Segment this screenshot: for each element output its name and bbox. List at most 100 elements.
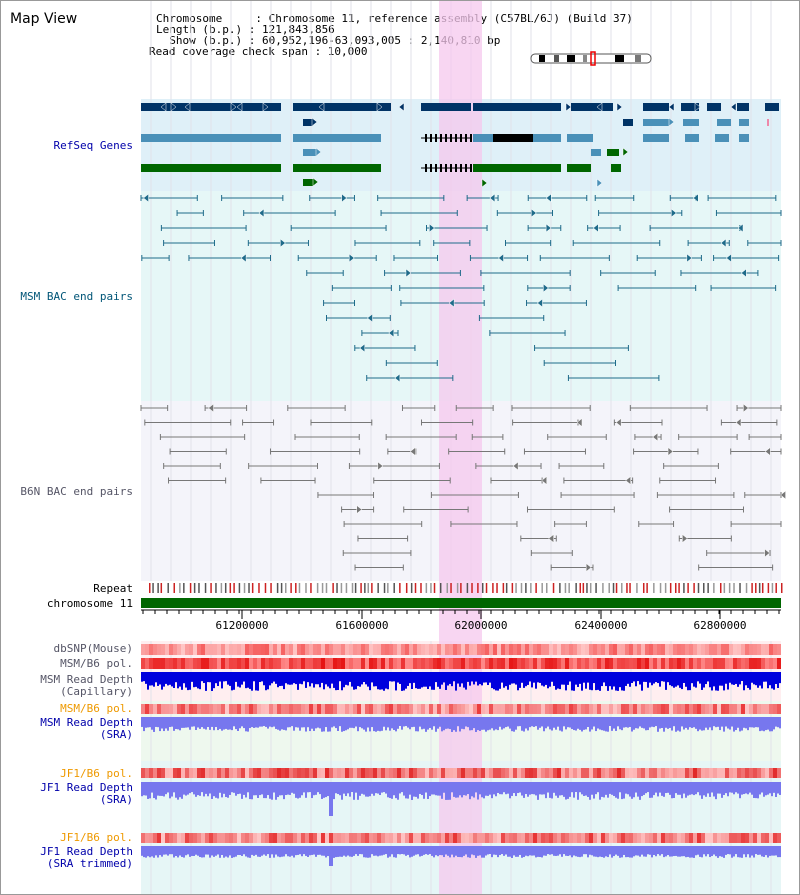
jf1-trimmed-depth-bar (599, 846, 601, 857)
jf1-b6-pol-cell (745, 768, 749, 778)
jf1-trimmed-depth-bar (175, 846, 177, 857)
track-label-msm-bac: MSM BAC end pairs (20, 290, 133, 303)
dbsnp-cell (757, 644, 761, 655)
repeat-mark (775, 583, 777, 593)
jf1-sra-depth-bar (457, 782, 459, 798)
msm-b6-pol-cell (553, 658, 557, 669)
jf1-b6-pol-2-cell (681, 833, 685, 843)
msm-sra-depth-bar (239, 717, 241, 729)
jf1-trimmed-depth-bar (251, 846, 253, 855)
msm-b6-pol-cell (593, 658, 597, 669)
jf1-trimmed-depth-bar (733, 846, 735, 857)
msm-b6-pol-cell (529, 658, 533, 669)
msm-sra-depth-bar (381, 717, 383, 731)
jf1-trimmed-depth-bar (229, 846, 231, 856)
dbsnp-cell (253, 644, 257, 655)
jf1-sra-depth-bar (411, 782, 413, 800)
jf1-sra-depth-bar (653, 782, 655, 796)
jf1-sra-depth-bar (741, 782, 743, 795)
msm-b6-pol-cell (369, 658, 373, 669)
jf1-trimmed-depth-bar (525, 846, 527, 856)
ideogram-band (554, 55, 559, 62)
jf1-sra-depth-bar (377, 782, 379, 794)
msm-sra-depth-bar (701, 717, 703, 731)
jf1-trimmed-depth-bar (427, 846, 429, 855)
jf1-trimmed-depth-bar (707, 846, 709, 855)
msm-sra-depth-bar (429, 717, 431, 728)
msm-b6-pol-2-cell (617, 704, 621, 714)
msm-capillary-depth-bar (409, 672, 411, 684)
msm-b6-pol-cell (281, 658, 285, 669)
gene-arrow (743, 403, 749, 413)
jf1-trimmed-depth-bar (147, 846, 149, 857)
msm-b6-pol-2-cell (401, 704, 405, 714)
msm-b6-pol-cell (477, 658, 481, 669)
gene-arrow (230, 102, 237, 112)
dbsnp-cell (609, 644, 613, 655)
msm-capillary-depth-bar (739, 672, 741, 685)
msm-capillary-depth-bar (447, 672, 449, 686)
msm-sra-depth-bar (495, 717, 497, 730)
msm-capillary-depth-bar (367, 672, 369, 687)
msm-b6-pol-cell (285, 658, 289, 669)
dbsnp-cell (649, 644, 653, 655)
jf1-b6-pol-cell (513, 768, 517, 778)
repeat-mark (541, 583, 543, 593)
jf1-b6-pol-cell (485, 768, 489, 778)
jf1-sra-depth-bar (353, 782, 355, 800)
jf1-b6-pol-2-cell (757, 833, 761, 843)
msm-b6-pol-cell (617, 658, 621, 669)
jf1-sra-depth-bar (195, 782, 197, 797)
jf1-trimmed-depth-bar (631, 846, 633, 858)
jf1-sra-depth-bar (381, 782, 383, 793)
msm-b6-pol-cell (577, 658, 581, 669)
msm-sra-depth-bar (369, 717, 371, 732)
jf1-trimmed-depth-bar (607, 846, 609, 858)
msm-capillary-depth-bar (177, 672, 179, 689)
jf1-b6-pol-cell (241, 768, 245, 778)
msm-capillary-depth-bar (695, 672, 697, 688)
msm-capillary-depth-bar (231, 672, 233, 691)
msm-b6-pol-cell (201, 658, 205, 669)
jf1-trimmed-depth-bar (171, 846, 173, 855)
repeat-mark (179, 583, 181, 593)
repeat-mark (761, 583, 764, 593)
msm-sra-depth-bar (315, 717, 317, 729)
msm-capillary-depth-bar (561, 672, 563, 685)
jf1-sra-depth-bar (715, 782, 717, 800)
jf1-b6-pol-cell (381, 768, 385, 778)
jf1-sra-depth-bar (247, 782, 249, 793)
jf1-sra-depth-bar (331, 782, 333, 816)
msm-sra-depth-bar (569, 717, 571, 728)
jf1-b6-pol-2-cell (565, 833, 569, 843)
msm-capillary-depth-bar (143, 672, 145, 682)
dbsnp-cell (593, 644, 597, 655)
jf1-sra-depth-bar (551, 782, 553, 799)
jf1-trimmed-depth-bar (273, 846, 275, 858)
dbsnp-cell (621, 644, 625, 655)
jf1-sra-depth-bar (699, 782, 701, 796)
msm-b6-pol-cell (173, 658, 177, 669)
gene-exon (465, 164, 467, 172)
jf1-trimmed-depth-bar (299, 846, 301, 855)
msm-b6-pol-cell (205, 658, 209, 669)
jf1-trimmed-depth-bar (429, 846, 431, 855)
msm-capillary-depth-bar (681, 672, 683, 690)
jf1-sra-depth-bar (221, 782, 223, 798)
gene-block (737, 103, 749, 111)
jf1-sra-depth-bar (705, 782, 707, 797)
gene-block (473, 103, 561, 111)
msm-capillary-depth-bar (369, 672, 371, 691)
track-label-jf1-b6-pol-2: JF1/B6 pol. (60, 831, 133, 844)
msm-b6-pol-2-cell (769, 704, 773, 714)
jf1-trimmed-depth-bar (181, 846, 183, 857)
jf1-b6-pol-cell (433, 768, 437, 778)
msm-b6-pol-2-cell (685, 704, 689, 714)
jf1-sra-depth-bar (385, 782, 387, 794)
msm-sra-depth-bar (729, 717, 731, 730)
dbsnp-cell (465, 644, 469, 655)
jf1-b6-pol-cell (573, 768, 577, 778)
jf1-sra-depth-bar (765, 782, 767, 796)
jf1-b6-pol-cell (645, 768, 649, 778)
